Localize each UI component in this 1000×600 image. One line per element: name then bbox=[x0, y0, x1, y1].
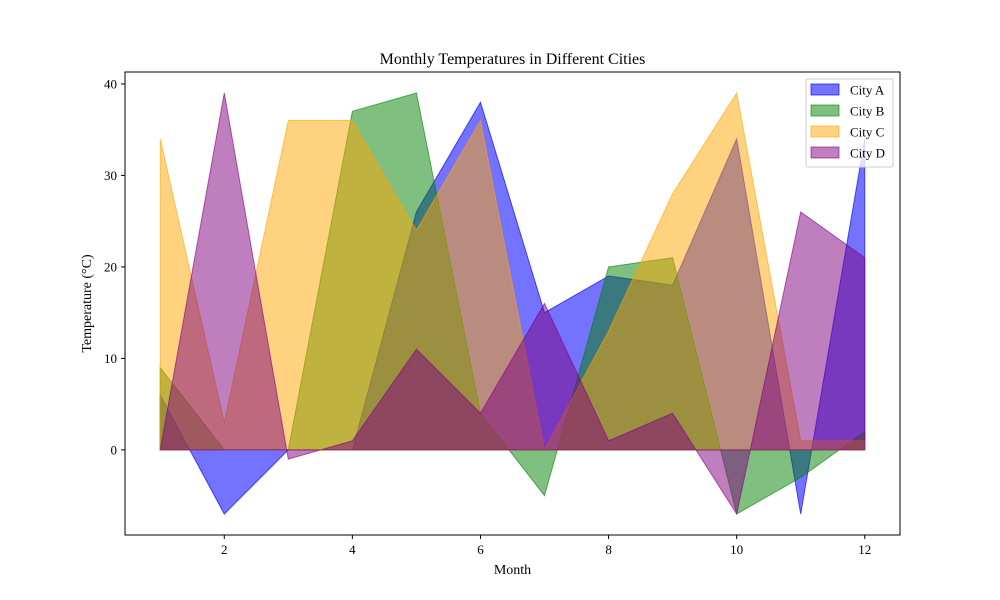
legend-frame bbox=[805, 78, 894, 168]
legend-swatch-city-b bbox=[810, 104, 840, 117]
chart-title: Monthly Temperatures in Different Cities bbox=[380, 51, 646, 68]
x-tick-label: 6 bbox=[477, 542, 484, 557]
legend: City A City B City C City D bbox=[805, 78, 894, 168]
legend-label-city-d: City D bbox=[850, 146, 885, 161]
legend-label-city-b: City B bbox=[850, 104, 885, 119]
legend-swatch-city-d bbox=[810, 146, 840, 159]
x-tick-label: 10 bbox=[730, 542, 743, 557]
legend-label-city-c: City C bbox=[850, 125, 884, 140]
plot-areas bbox=[159, 91, 866, 516]
x-axis-title: Month bbox=[494, 563, 531, 578]
y-tick-label: 20 bbox=[104, 259, 117, 274]
x-tick-label: 8 bbox=[605, 542, 612, 557]
plot-frame bbox=[124, 71, 901, 536]
legend-swatch-city-c bbox=[810, 125, 840, 138]
y-tick-label: 30 bbox=[104, 168, 117, 183]
y-tick-label: 10 bbox=[104, 351, 117, 366]
legend-label-city-a: City A bbox=[850, 83, 885, 98]
legend-swatch-city-a bbox=[810, 83, 840, 96]
area-series-city-d bbox=[159, 92, 866, 516]
x-tick-label: 12 bbox=[858, 542, 871, 557]
x-tick-label: 2 bbox=[221, 542, 228, 557]
y-tick-label: 40 bbox=[104, 76, 117, 91]
x-axis: 2 4 6 8 10 12 bbox=[221, 535, 871, 557]
y-axis-title: Temperature (°C) bbox=[80, 254, 95, 353]
x-tick-label: 4 bbox=[349, 542, 356, 557]
y-axis: 0 10 20 30 40 bbox=[104, 76, 125, 457]
y-tick-label: 0 bbox=[111, 442, 118, 457]
